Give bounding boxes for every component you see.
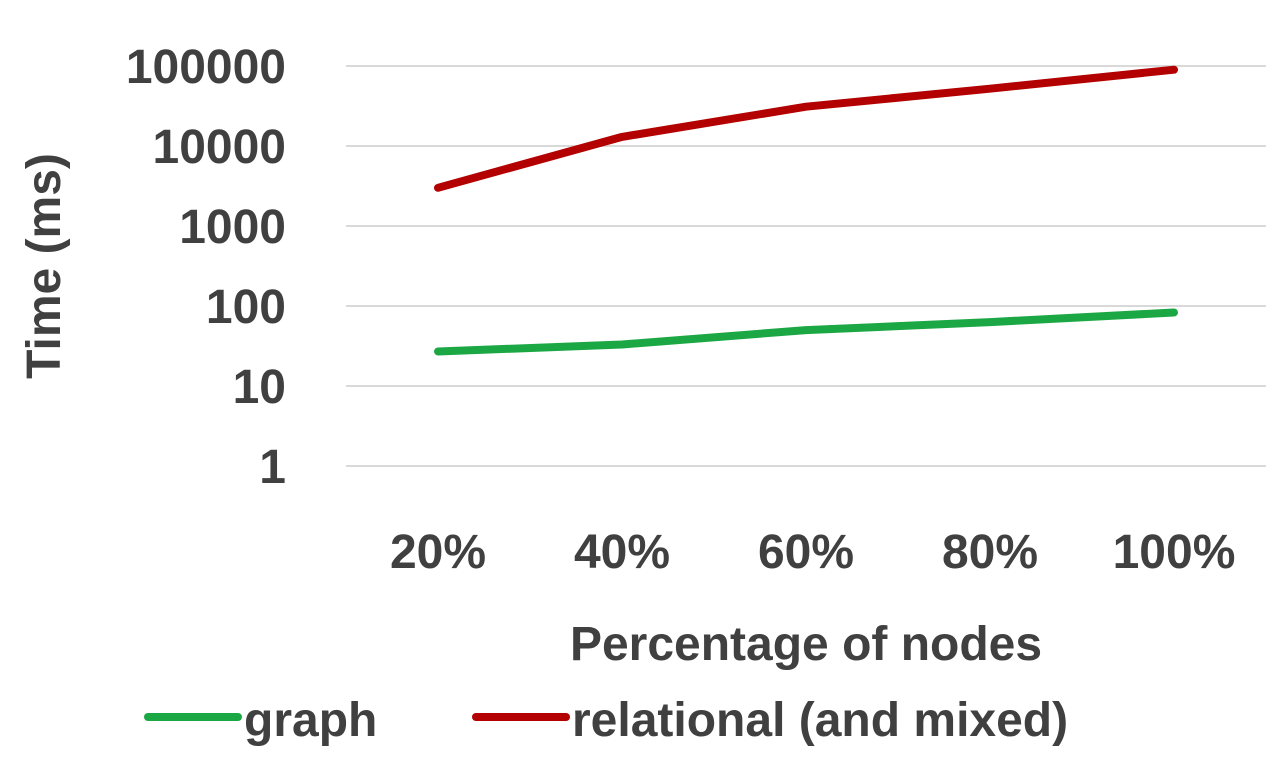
x-tick-label: 100% (1113, 526, 1236, 579)
y-tick-label: 100 (206, 281, 286, 334)
x-tick-label: 60% (758, 526, 854, 579)
x-tick-label: 20% (390, 526, 486, 579)
series-line-relational (434, 65, 1178, 192)
legend-label-relational: relational (and mixed) (572, 694, 1068, 747)
gridlines (346, 65, 1266, 467)
x-axis-title: Percentage of nodes (570, 618, 1042, 671)
series-lines (434, 65, 1178, 356)
y-tick-label: 100000 (126, 41, 286, 94)
y-axis-tick-labels: 1 10 100 1000 10000 100000 (126, 41, 286, 494)
legend-label-graph: graph (244, 694, 377, 747)
y-tick-label: 1000 (179, 201, 286, 254)
x-tick-label: 80% (942, 526, 1038, 579)
y-axis-title: Time (ms) (18, 153, 71, 379)
y-tick-label: 10000 (153, 121, 286, 174)
legend: graph relational (and mixed) (144, 694, 1068, 747)
y-tick-label: 10 (233, 361, 286, 414)
series-line-graph (434, 308, 1178, 356)
y-tick-label: 1 (259, 441, 286, 494)
x-tick-label: 40% (574, 526, 670, 579)
x-axis-tick-labels: 20% 40% 60% 80% 100% (390, 526, 1235, 579)
